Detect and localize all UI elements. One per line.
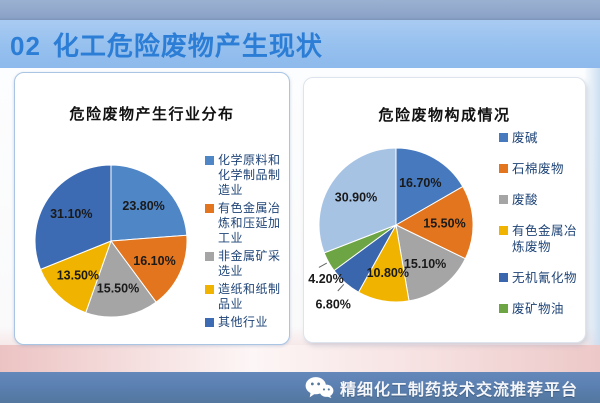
pie-slice-value-label: 13.50% xyxy=(57,269,99,283)
legend-label: 其他行业 xyxy=(218,315,269,329)
label-leader-line xyxy=(318,262,328,268)
legend-item: 非金属矿采选业 xyxy=(205,249,291,279)
pie-slice-value-label: 23.80% xyxy=(122,199,164,213)
chart-title: 危险废物构成情况 xyxy=(378,107,511,124)
bottom-pink-band xyxy=(0,345,600,372)
pie-slice-value-label: 30.90% xyxy=(335,191,377,205)
legend-swatch xyxy=(499,226,508,235)
chart-legend: 废碱石棉废物废酸有色金属冶炼废物无机氰化物废矿物油 xyxy=(499,130,583,332)
wechat-icon xyxy=(305,376,334,398)
legend-item: 无机氰化物 xyxy=(499,270,583,286)
legend-item: 有色金属冶炼废物 xyxy=(499,223,583,255)
legend-item: 石棉废物 xyxy=(499,161,583,177)
chart-card-industry-distribution: 危险废物产生行业分布 23.80% 16.10% 15.50% 13.50% 31.10… xyxy=(14,72,290,345)
pie-slice-value-label: 6.80% xyxy=(315,297,350,311)
pie-slice xyxy=(85,239,157,318)
platform-name: 精细化工制药技术交流推荐平台 xyxy=(339,381,578,399)
pie-slice-value-label: 15.10% xyxy=(404,257,446,271)
pie-slice xyxy=(318,147,397,254)
pie-slice-value-label: 16.70% xyxy=(399,176,441,190)
pie-slice xyxy=(395,224,466,302)
legend-label: 有色金属冶炼废物 xyxy=(512,224,578,254)
pie-chart-waste-composition: 16.70% 15.50% 15.10%10.80% 6.80% 4.20% 30.90% xyxy=(308,147,474,311)
pie-slice xyxy=(394,185,474,260)
legend-swatch xyxy=(205,285,214,294)
page-title: 02 化工危险废物产生现状 xyxy=(0,26,323,63)
chart-legend: 化学原料和化学制品制造业 有色金属冶炼和压延加工业非金属矿采选业 造纸和纸制品业其他… xyxy=(205,153,291,333)
legend-swatch xyxy=(205,252,214,261)
right-edge-tint xyxy=(584,68,600,372)
legend-label: 造纸和纸制品业 xyxy=(218,282,281,311)
legend-item: 化学原料和化学制品制造业 xyxy=(205,153,291,198)
legend-item: 造纸和纸制品业 xyxy=(205,282,291,312)
pie-slice-value-label: 15.50% xyxy=(97,281,139,295)
legend-swatch xyxy=(205,156,214,165)
legend-item: 其他行业 xyxy=(205,315,291,330)
pie-slice-value-label: 15.50% xyxy=(423,216,465,230)
legend-swatch xyxy=(499,164,508,173)
footer-bar: 精细化工制药技术交流推荐平台 xyxy=(0,372,600,403)
legend-item: 废碱 xyxy=(499,130,583,146)
legend-label: 废碱 xyxy=(512,131,539,145)
legend-label: 废酸 xyxy=(512,193,539,207)
legend-item: 有色金属冶炼和压延加工业 xyxy=(205,201,291,246)
legend-label: 有色金属冶炼和压延加工业 xyxy=(218,201,281,245)
pie-slice-value-label: 4.20% xyxy=(308,272,343,286)
legend-item: 废酸 xyxy=(499,192,583,208)
legend-swatch xyxy=(499,133,508,142)
section-title: 化工危险废物产生现状 xyxy=(52,30,323,61)
top-strip xyxy=(0,0,600,20)
pie-chart-industry-distribution: 23.80% 16.10% 15.50%13.50% 31.10% xyxy=(34,164,188,318)
pie-slice xyxy=(110,234,188,303)
legend-label: 石棉废物 xyxy=(512,162,565,176)
chart-title: 危险废物产生行业分布 xyxy=(69,106,235,123)
pie-slice xyxy=(34,164,112,271)
legend-label: 非金属矿采选业 xyxy=(218,249,281,278)
pie-slice xyxy=(395,147,464,226)
legend-swatch xyxy=(205,204,214,213)
pie-slice-value-label: 31.10% xyxy=(50,207,92,221)
legend-label: 废矿物油 xyxy=(512,302,565,316)
slide-header: 02 化工危险废物产生现状 xyxy=(0,20,600,68)
section-number: 02 xyxy=(10,30,41,61)
pie-slice xyxy=(39,240,112,314)
legend-swatch xyxy=(205,318,214,327)
legend-label: 化学原料和化学制品制造业 xyxy=(218,153,281,197)
label-leader-line xyxy=(337,283,345,292)
legend-label: 无机氰化物 xyxy=(512,271,578,285)
pie-slice xyxy=(110,164,188,242)
legend-swatch xyxy=(499,273,508,282)
legend-item: 废矿物油 xyxy=(499,301,583,317)
legend-swatch xyxy=(499,304,508,313)
chart-card-waste-composition: 危险废物构成情况 16.70% 15.50% 15.10% 10.80% 6.80% 4.… xyxy=(303,77,586,343)
pie-slice-value-label: 16.10% xyxy=(133,254,175,268)
legend-swatch xyxy=(499,195,508,204)
pie-slice-value-label: 10.80% xyxy=(367,266,409,280)
